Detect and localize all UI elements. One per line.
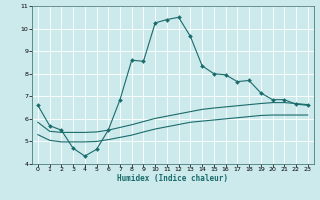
X-axis label: Humidex (Indice chaleur): Humidex (Indice chaleur) — [117, 174, 228, 183]
